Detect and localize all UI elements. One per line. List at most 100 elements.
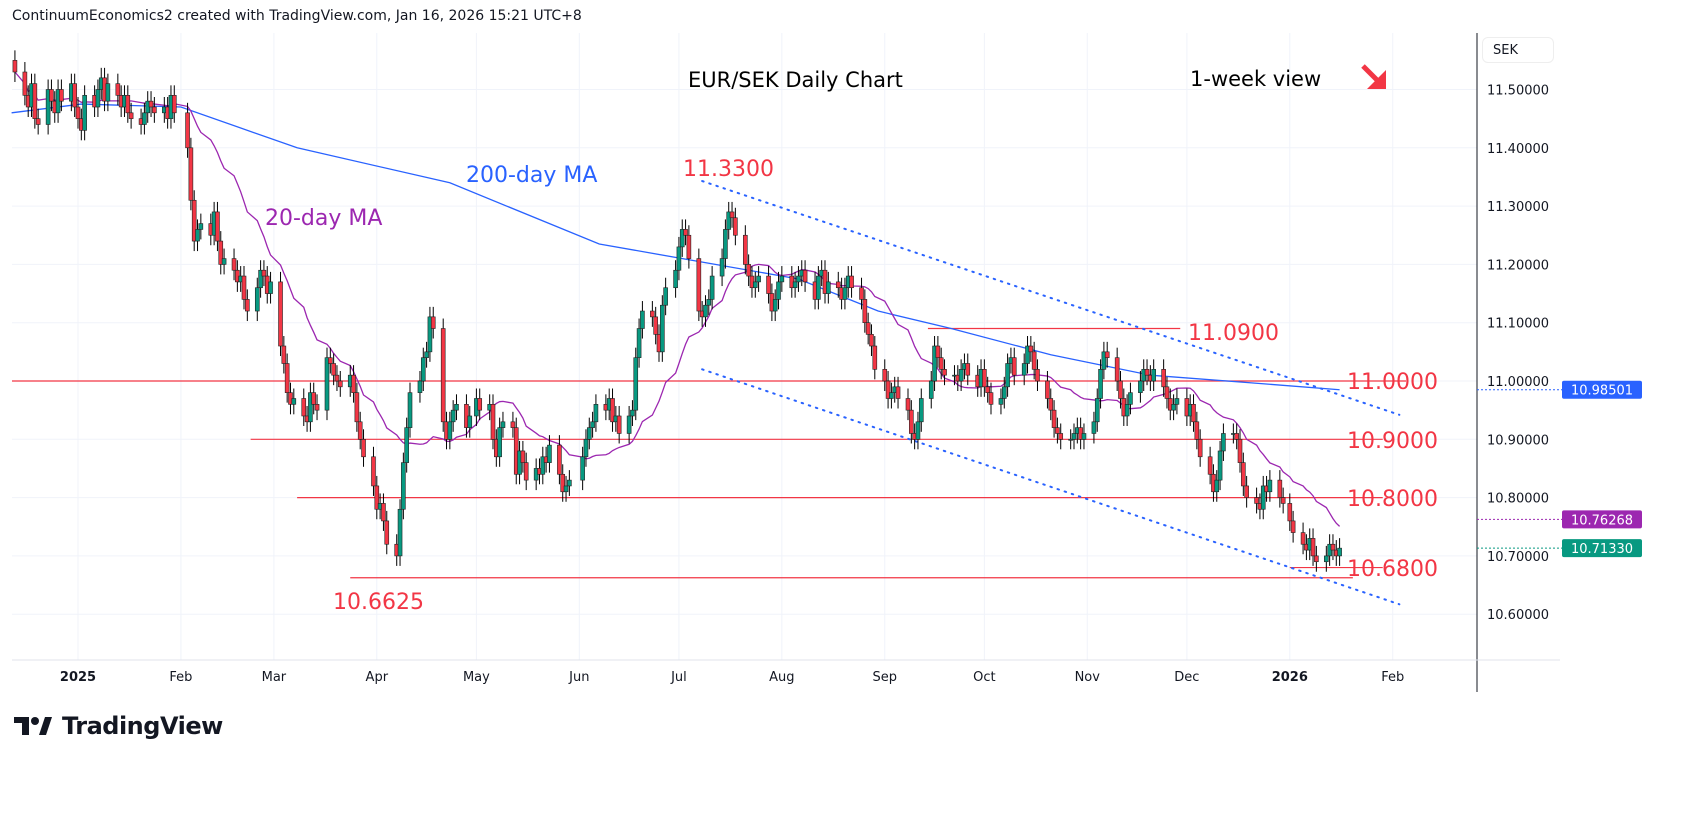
time-axis[interactable]: 2025 Feb Mar Apr May Jun Jul Aug Sep Oct Nov Dec 202…	[60, 670, 1404, 685]
candle[interactable]	[663, 277, 668, 316]
candle[interactable]	[1314, 545, 1319, 572]
candle[interactable]	[1128, 382, 1133, 415]
candle[interactable]	[1161, 359, 1166, 397]
candle[interactable]	[75, 96, 81, 129]
candle[interactable]	[245, 289, 250, 322]
candle[interactable]	[440, 318, 446, 432]
candle[interactable]	[261, 260, 267, 287]
candle[interactable]	[430, 306, 436, 339]
candle[interactable]	[152, 96, 157, 123]
candle[interactable]	[1101, 341, 1107, 380]
candle[interactable]	[792, 271, 798, 298]
candle[interactable]	[1330, 534, 1336, 561]
candle[interactable]	[640, 301, 645, 339]
candle[interactable]	[733, 207, 738, 246]
candle[interactable]	[520, 440, 526, 473]
candle[interactable]	[497, 417, 502, 467]
candle[interactable]	[540, 446, 546, 485]
candle[interactable]	[835, 271, 841, 298]
candle[interactable]	[1234, 423, 1239, 450]
price-axis[interactable]: 11.50000 11.40000 11.30000 11.20000 11.10000…	[1487, 84, 1549, 624]
candle[interactable]	[1207, 446, 1213, 485]
candle[interactable]	[909, 400, 914, 444]
candle[interactable]	[938, 347, 944, 380]
candle[interactable]	[630, 400, 635, 426]
candle[interactable]	[1237, 429, 1243, 473]
candle[interactable]	[816, 266, 821, 310]
candle[interactable]	[450, 400, 456, 432]
candle[interactable]	[215, 201, 220, 252]
candle[interactable]	[563, 475, 569, 502]
candle[interactable]	[337, 371, 343, 397]
candle[interactable]	[1337, 538, 1342, 566]
candle[interactable]	[404, 417, 409, 473]
candle[interactable]	[95, 79, 101, 117]
candle[interactable]	[45, 79, 51, 135]
candle[interactable]	[985, 376, 990, 403]
candle[interactable]	[278, 271, 283, 357]
candle[interactable]	[988, 382, 994, 415]
candle[interactable]	[746, 254, 751, 287]
candle[interactable]	[331, 353, 336, 386]
candle[interactable]	[869, 324, 874, 357]
candle[interactable]	[826, 271, 831, 304]
candle[interactable]	[1217, 440, 1223, 491]
candle[interactable]	[1287, 493, 1293, 531]
candle[interactable]	[357, 411, 363, 450]
candle[interactable]	[560, 464, 566, 502]
candle[interactable]	[115, 73, 121, 106]
candle[interactable]	[12, 50, 18, 83]
candle[interactable]	[1051, 400, 1057, 438]
candle[interactable]	[610, 388, 615, 432]
candle[interactable]	[281, 336, 287, 374]
candle[interactable]	[583, 429, 589, 467]
candle[interactable]	[590, 411, 595, 438]
candle[interactable]	[148, 91, 154, 117]
candle[interactable]	[284, 353, 290, 403]
candle[interactable]	[547, 435, 552, 473]
candle[interactable]	[381, 493, 386, 531]
candle[interactable]	[882, 359, 888, 391]
candle[interactable]	[905, 388, 911, 421]
candle[interactable]	[477, 388, 483, 421]
candle[interactable]	[268, 271, 273, 304]
candle[interactable]	[361, 429, 366, 467]
candle[interactable]	[1031, 341, 1037, 380]
candle[interactable]	[82, 85, 87, 141]
candle[interactable]	[1098, 359, 1103, 409]
candle[interactable]	[616, 405, 622, 444]
candle[interactable]	[467, 405, 473, 438]
candle[interactable]	[308, 382, 313, 432]
candle[interactable]	[1280, 487, 1286, 514]
candle[interactable]	[849, 266, 854, 298]
candle[interactable]	[862, 289, 868, 333]
candle[interactable]	[1260, 475, 1266, 520]
candle[interactable]	[231, 248, 237, 281]
candle[interactable]	[686, 225, 692, 269]
candle[interactable]	[128, 102, 134, 129]
candle[interactable]	[683, 219, 688, 246]
candle[interactable]	[420, 347, 426, 391]
candle[interactable]	[185, 102, 190, 158]
trendline[interactable]	[701, 368, 1401, 606]
candle[interactable]	[1104, 341, 1110, 368]
candle[interactable]	[384, 510, 390, 555]
candle[interactable]	[427, 306, 433, 362]
candle[interactable]	[1068, 429, 1073, 450]
candle[interactable]	[1114, 347, 1120, 391]
candle[interactable]	[191, 190, 197, 252]
candle[interactable]	[776, 271, 781, 310]
currency-button[interactable]: SEK	[1482, 37, 1554, 63]
candle[interactable]	[195, 219, 200, 252]
candle[interactable]	[1151, 359, 1156, 391]
candle[interactable]	[351, 365, 356, 403]
candle[interactable]	[1194, 411, 1200, 450]
candle[interactable]	[417, 371, 423, 403]
candle[interactable]	[958, 359, 964, 391]
candle[interactable]	[105, 73, 111, 112]
candle[interactable]	[723, 219, 728, 269]
candle[interactable]	[334, 365, 340, 391]
candle[interactable]	[407, 382, 413, 438]
candle[interactable]	[1045, 371, 1050, 409]
candle[interactable]	[1310, 528, 1316, 566]
